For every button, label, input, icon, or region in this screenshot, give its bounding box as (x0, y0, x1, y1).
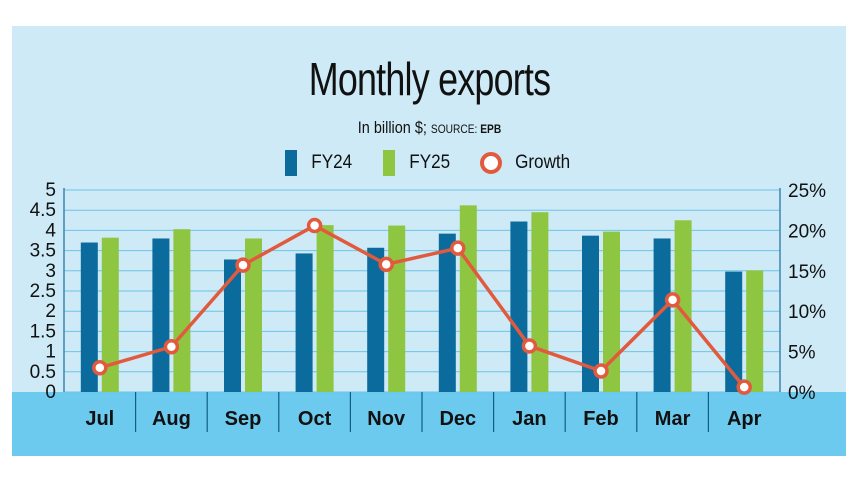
legend-label-growth: Growth (515, 152, 571, 173)
growth-point (664, 292, 681, 308)
growth-point (736, 379, 752, 395)
legend-swatch-fy25 (382, 150, 395, 176)
bar-fy25 (173, 229, 191, 392)
bar-fy24 (224, 259, 241, 392)
subtitle-source-label: SOURCE: (430, 122, 481, 136)
y-left-tick-label: 0.5 (30, 362, 56, 383)
legend-marker-growth (480, 152, 503, 174)
chart-legend: FY24 FY25 Growth (0, 150, 859, 176)
growth-point (235, 257, 251, 273)
bar-fy25 (245, 238, 262, 392)
bar-fy25 (459, 205, 477, 392)
bar-fy24 (295, 253, 313, 392)
y-left-tick-label: 3.5 (30, 241, 56, 262)
y-right-tick-label: 10% (788, 302, 826, 323)
x-tick-label: Jul (85, 408, 114, 430)
legend-label-fy25: FY25 (409, 152, 451, 173)
y-right-tick-label: 15% (788, 262, 826, 283)
bar-fy24 (510, 221, 528, 392)
y-left-tick-label: 4 (45, 220, 56, 241)
x-tick-label: Dec (439, 408, 476, 430)
x-tick-label: Oct (298, 408, 332, 430)
bar-fy24 (582, 235, 599, 392)
x-tick-label: Feb (583, 408, 619, 430)
bar-fy25 (531, 212, 549, 392)
growth-point (521, 338, 538, 354)
x-tick-label: Jan (512, 408, 546, 430)
subtitle-unit: In billion $; (357, 118, 431, 137)
x-tick-label: Sep (225, 408, 262, 430)
chart-title: Monthly exports (308, 53, 551, 105)
growth-point (378, 256, 394, 273)
bar-fy24 (653, 238, 671, 392)
y-left-tick-label: 2 (45, 301, 56, 322)
y-right-tick-label: 25% (788, 181, 826, 202)
y-left-tick-label: 1.5 (30, 321, 56, 342)
subtitle-source: EPB (480, 122, 502, 136)
bar-fy24 (367, 247, 385, 392)
x-tick-label: Apr (727, 408, 762, 430)
y-left-tick-label: 0 (45, 382, 56, 403)
y-right-tick-label: 5% (788, 343, 816, 364)
bar-fy25 (101, 237, 119, 392)
legend-item-fy24: FY24 (285, 150, 354, 176)
bar-fy25 (316, 225, 334, 392)
chart-background (12, 26, 846, 456)
bar-fy25 (746, 270, 764, 392)
growth-point (163, 339, 180, 355)
y-left-tick-label: 1 (45, 342, 56, 363)
legend-swatch-fy24 (285, 150, 298, 176)
y-right-tick-label: 0% (788, 383, 816, 404)
legend-item-growth: Growth (480, 152, 573, 174)
growth-point (450, 240, 466, 256)
growth-point (593, 363, 609, 379)
bar-fy24 (80, 242, 98, 392)
bar-fy24 (725, 271, 743, 392)
growth-line (99, 223, 746, 389)
bar-fy25 (674, 220, 692, 392)
legend-label-fy24: FY24 (311, 152, 353, 173)
y-left-tick-label: 4.5 (30, 200, 56, 221)
y-left-tick-label: 5 (45, 180, 56, 201)
y-left-tick-label: 3 (45, 261, 56, 282)
growth-point (92, 360, 108, 376)
chart-subtitle: In billion $; SOURCE: EPB (64, 118, 794, 138)
growth-point (306, 217, 323, 234)
x-tick-label: Aug (152, 408, 191, 430)
y-right-tick-label: 20% (788, 221, 826, 242)
bar-fy25 (388, 225, 406, 392)
bar-fy25 (603, 231, 620, 392)
x-tick-label: Mar (655, 408, 691, 430)
bar-fy24 (152, 238, 170, 392)
category-axis-band (12, 392, 846, 456)
y-left-tick-label: 2.5 (30, 281, 56, 302)
legend-item-fy25: FY25 (382, 150, 452, 176)
x-tick-label: Nov (367, 408, 406, 430)
bar-fy24 (438, 233, 456, 392)
